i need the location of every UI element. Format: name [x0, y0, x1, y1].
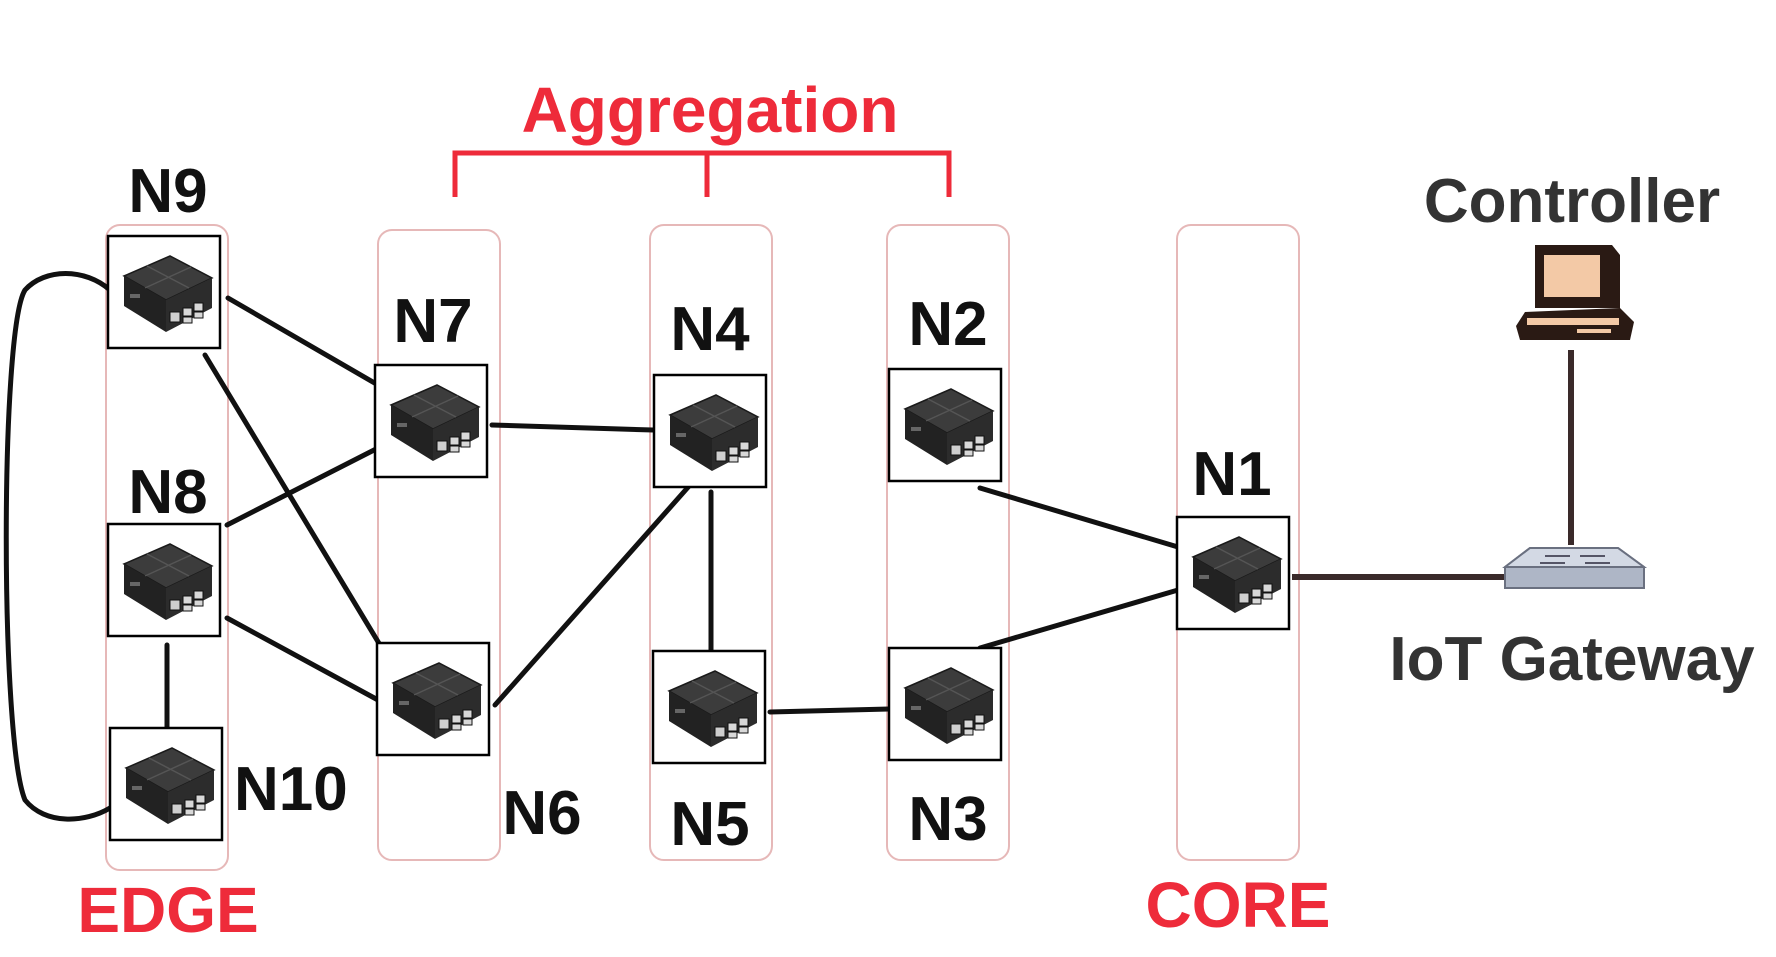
node-label-n2: N2	[908, 290, 987, 359]
node-n1-raspberry-pi-icon	[1175, 515, 1291, 631]
link-n9-n6	[202, 352, 383, 648]
node-n10-raspberry-pi-icon	[108, 726, 224, 842]
aggregation-bracket	[452, 150, 952, 197]
node-label-n3: N3	[908, 785, 987, 854]
link-n9-n10	[3, 271, 113, 822]
link-n2-n1	[977, 485, 1181, 550]
tier-label-edge: EDGE	[77, 874, 258, 946]
controller-computer-icon	[1516, 245, 1634, 340]
link-n5-n3	[767, 706, 892, 715]
tier-label-aggregation: Aggregation	[522, 74, 899, 146]
node-label-n6: N6	[502, 779, 581, 848]
aggregation-column-3	[886, 224, 1010, 861]
link-n3-n1	[977, 587, 1181, 651]
links	[3, 271, 1574, 822]
link-n9-n7	[225, 295, 381, 388]
edge-column	[105, 224, 229, 871]
node-label-n9: N9	[128, 157, 207, 226]
tier-label-core: CORE	[1146, 869, 1331, 941]
node-n2-raspberry-pi-icon	[887, 367, 1003, 483]
node-label-n8: N8	[128, 458, 207, 527]
node-label-n1: N1	[1192, 440, 1271, 509]
gateway-switch-icon	[1502, 547, 1648, 589]
device-label-controller: Controller	[1424, 167, 1720, 236]
aggregation-column-1	[377, 229, 501, 861]
node-n5-raspberry-pi-icon	[651, 649, 767, 765]
link-n8-n6	[224, 615, 381, 703]
node-label-n4: N4	[670, 295, 750, 364]
aggregation-column-2	[649, 224, 773, 861]
node-n8-raspberry-pi-icon	[106, 522, 222, 638]
node-n7-raspberry-pi-icon	[373, 363, 489, 479]
link-n6-n4	[492, 482, 693, 708]
node-n9-raspberry-pi-icon	[106, 234, 222, 350]
node-label-n10: N10	[234, 755, 348, 824]
node-n3-raspberry-pi-icon	[887, 646, 1003, 762]
node-label-n5: N5	[670, 790, 749, 859]
node-n6-raspberry-pi-icon	[375, 641, 491, 757]
link-n8-n7	[224, 445, 381, 528]
link-n7-n4	[489, 422, 656, 433]
device-label-gateway: IoT Gateway	[1389, 625, 1755, 694]
node-label-n7: N7	[393, 287, 472, 356]
node-n4-raspberry-pi-icon	[652, 373, 768, 489]
